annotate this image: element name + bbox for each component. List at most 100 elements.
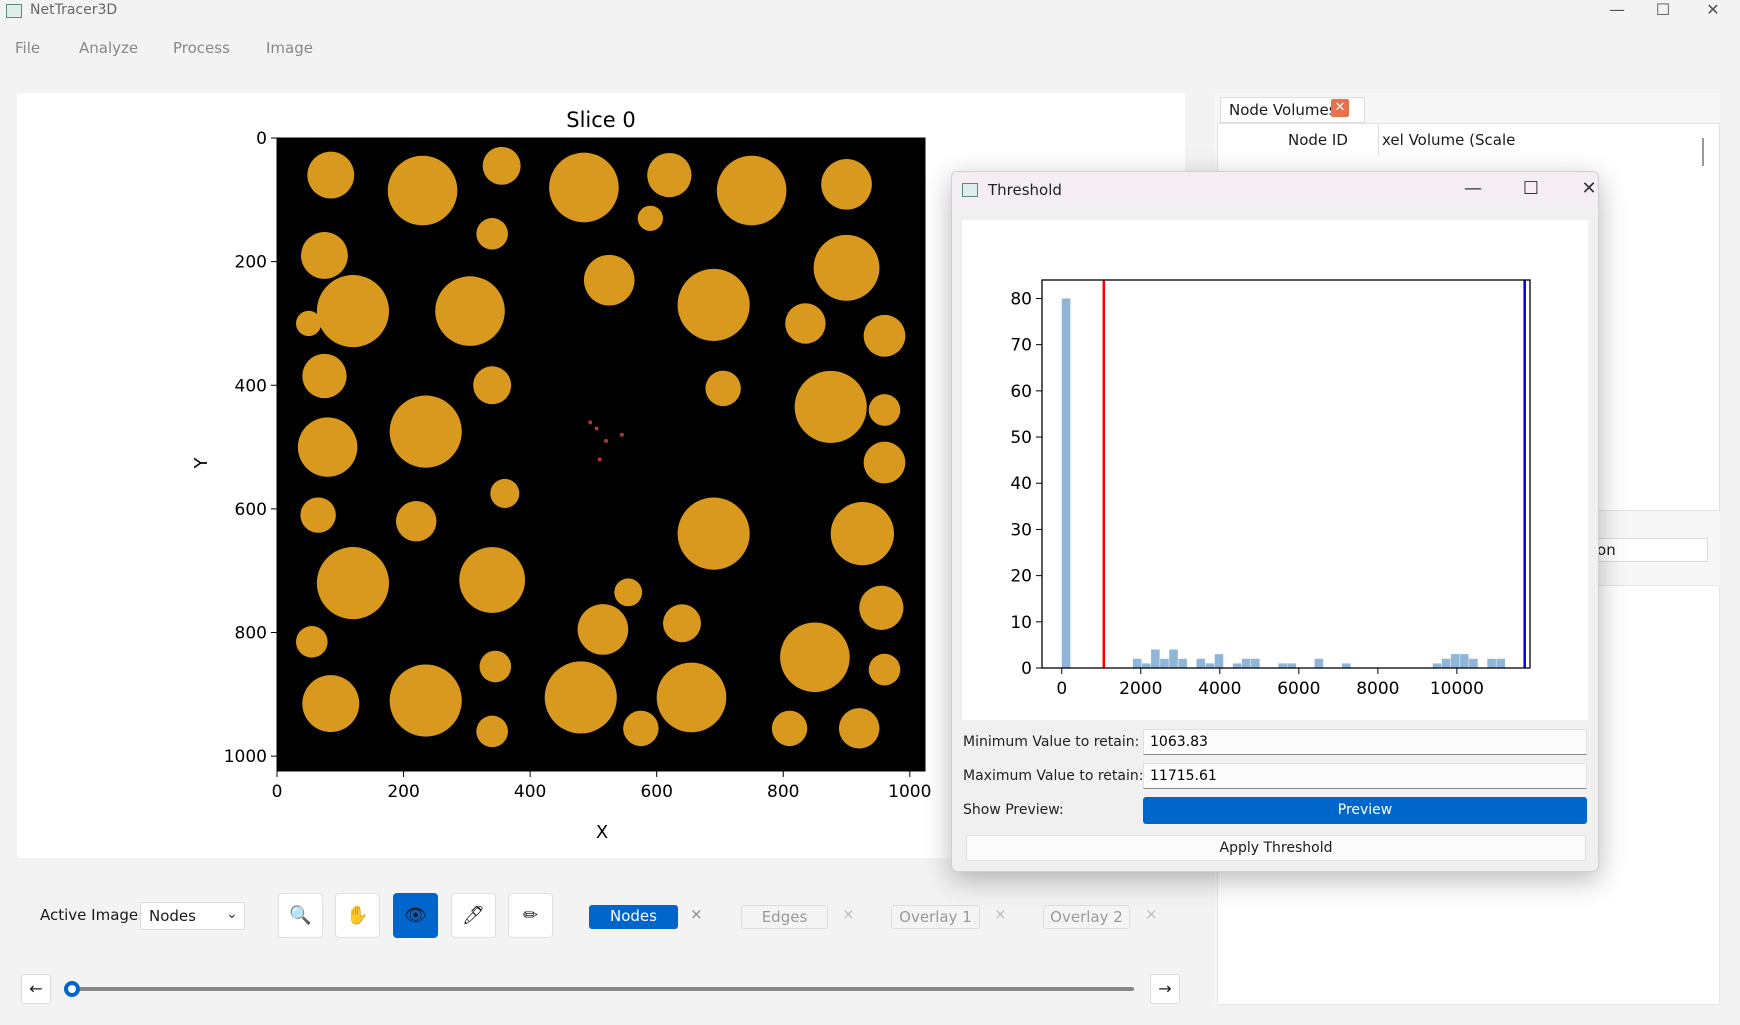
x-tick-label: 1000	[888, 782, 931, 802]
node-blob	[647, 153, 691, 197]
node-blob	[302, 675, 359, 732]
node-blob	[476, 218, 508, 250]
tab-close-icon[interactable]: ✕	[1331, 99, 1349, 117]
dialog-title: Threshold	[988, 181, 1062, 199]
node-blob	[388, 156, 458, 226]
node-blob	[785, 303, 826, 344]
x-tick-label: 400	[514, 782, 546, 802]
histogram-chart[interactable]: 0 2000 4000 6000 8000 10000 0 10 20 30 40 50 60 70 80	[962, 220, 1588, 720]
histogram-bar	[1487, 659, 1496, 668]
node-blob	[839, 708, 880, 749]
pen-icon: 🖊	[462, 905, 485, 926]
next-slice-button[interactable]: →	[1150, 974, 1180, 1004]
channel-overlay1-close-icon[interactable]: ×	[994, 905, 1007, 923]
histogram-bar	[1169, 650, 1178, 668]
column-divider	[1378, 125, 1379, 155]
node-blob	[473, 366, 511, 404]
node-blob	[300, 497, 335, 532]
node-blob	[317, 275, 389, 347]
histogram-bar	[1460, 654, 1469, 668]
node-blob	[296, 311, 321, 336]
channel-overlay2-button[interactable]: Overlay 2	[1043, 905, 1130, 929]
hist-y-tick-label: 30	[1010, 520, 1032, 540]
zoom-tool-button[interactable]: 🔍	[278, 893, 323, 938]
histogram-bar	[1215, 654, 1224, 668]
apply-threshold-button[interactable]: Apply Threshold	[966, 835, 1586, 861]
view-tool-button[interactable]: 👁	[393, 893, 438, 938]
close-button[interactable]: ✕	[1690, 0, 1736, 22]
histogram-bar	[1251, 659, 1260, 668]
channel-overlay2-close-icon[interactable]: ×	[1145, 905, 1158, 923]
node-blob	[705, 371, 740, 406]
histogram-bar	[1151, 650, 1160, 668]
histogram-bar	[1178, 659, 1187, 668]
channel-nodes-button[interactable]: Nodes	[589, 905, 678, 929]
y-tick-label: 0	[256, 129, 267, 149]
node-blob	[390, 664, 462, 736]
dialog-close-button[interactable]: ✕	[1569, 178, 1599, 202]
edge-speck	[604, 439, 608, 443]
node-blob	[623, 711, 658, 746]
histogram-frame	[1042, 280, 1530, 668]
slice-slider-track[interactable]	[72, 987, 1134, 991]
edge-speck	[595, 427, 599, 431]
menu-analyze[interactable]: Analyze	[79, 39, 138, 57]
edge-speck	[588, 420, 592, 424]
edge-speck	[620, 433, 624, 437]
hist-y-tick-label: 70	[1010, 336, 1032, 356]
node-blob	[301, 232, 348, 279]
hist-x-tick-label: 8000	[1356, 679, 1399, 699]
partial-button[interactable]: tion	[1580, 538, 1708, 562]
menu-image[interactable]: Image	[266, 39, 313, 57]
minimize-button[interactable]: —	[1594, 0, 1640, 22]
node-blob	[657, 663, 727, 733]
histogram-bar	[1197, 659, 1206, 668]
min-value-input[interactable]	[1143, 729, 1587, 755]
preview-button[interactable]: Preview	[1143, 797, 1587, 824]
node-blob	[435, 276, 505, 346]
node-blob	[869, 394, 901, 426]
histogram-bar	[1315, 659, 1324, 668]
menu-file[interactable]: File	[15, 39, 40, 57]
node-blob	[490, 479, 519, 508]
node-blob	[831, 502, 894, 565]
histogram-area: 0 2000 4000 6000 8000 10000 0 10 20 30 40 50 60 70 80	[962, 220, 1588, 720]
window-titlebar	[0, 0, 1740, 22]
histogram-bar	[1496, 659, 1505, 668]
channel-edges-close-icon[interactable]: ×	[842, 905, 855, 923]
show-preview-label: Show Preview:	[963, 802, 1064, 818]
node-blob	[772, 711, 807, 746]
max-value-label: Maximum Value to retain:	[963, 768, 1143, 784]
slice-slider-thumb[interactable]	[64, 981, 80, 997]
node-blob	[302, 354, 346, 398]
histogram-bar	[1142, 663, 1151, 668]
max-value-input[interactable]	[1143, 763, 1587, 789]
histogram-bar	[1278, 663, 1287, 668]
x-tick-label: 0	[272, 782, 283, 802]
column-header-node-id[interactable]: Node ID	[1288, 125, 1348, 155]
node-blob	[869, 654, 901, 686]
histogram-bar	[1287, 663, 1296, 668]
column-header-voxel-volume[interactable]: xel Volume (Scale	[1382, 125, 1515, 155]
y-tick-label: 600	[235, 500, 267, 520]
eraser-tool-button[interactable]: ✏	[508, 893, 553, 938]
pan-tool-button[interactable]: ✋	[335, 893, 380, 938]
x-tick-label: 200	[387, 782, 419, 802]
node-blob	[864, 315, 906, 357]
dialog-minimize-button[interactable]: —	[1453, 178, 1493, 202]
channel-nodes-close-icon[interactable]: ×	[690, 905, 703, 923]
channel-edges-button[interactable]: Edges	[741, 905, 828, 929]
table-scrollbar[interactable]	[1702, 138, 1704, 166]
node-blob	[483, 147, 521, 185]
hist-x-tick-label: 6000	[1277, 679, 1320, 699]
node-blob	[459, 547, 525, 613]
menu-process[interactable]: Process	[173, 39, 230, 57]
pen-tool-button[interactable]: 🖊	[451, 893, 496, 938]
previous-slice-button[interactable]: ←	[21, 974, 51, 1004]
node-blob	[578, 604, 629, 655]
dialog-maximize-button[interactable]: ☐	[1511, 178, 1551, 202]
histogram-bar	[1160, 659, 1169, 668]
histogram-bar	[1242, 659, 1251, 668]
maximize-button[interactable]: ☐	[1640, 0, 1686, 22]
channel-overlay1-button[interactable]: Overlay 1	[891, 905, 980, 929]
